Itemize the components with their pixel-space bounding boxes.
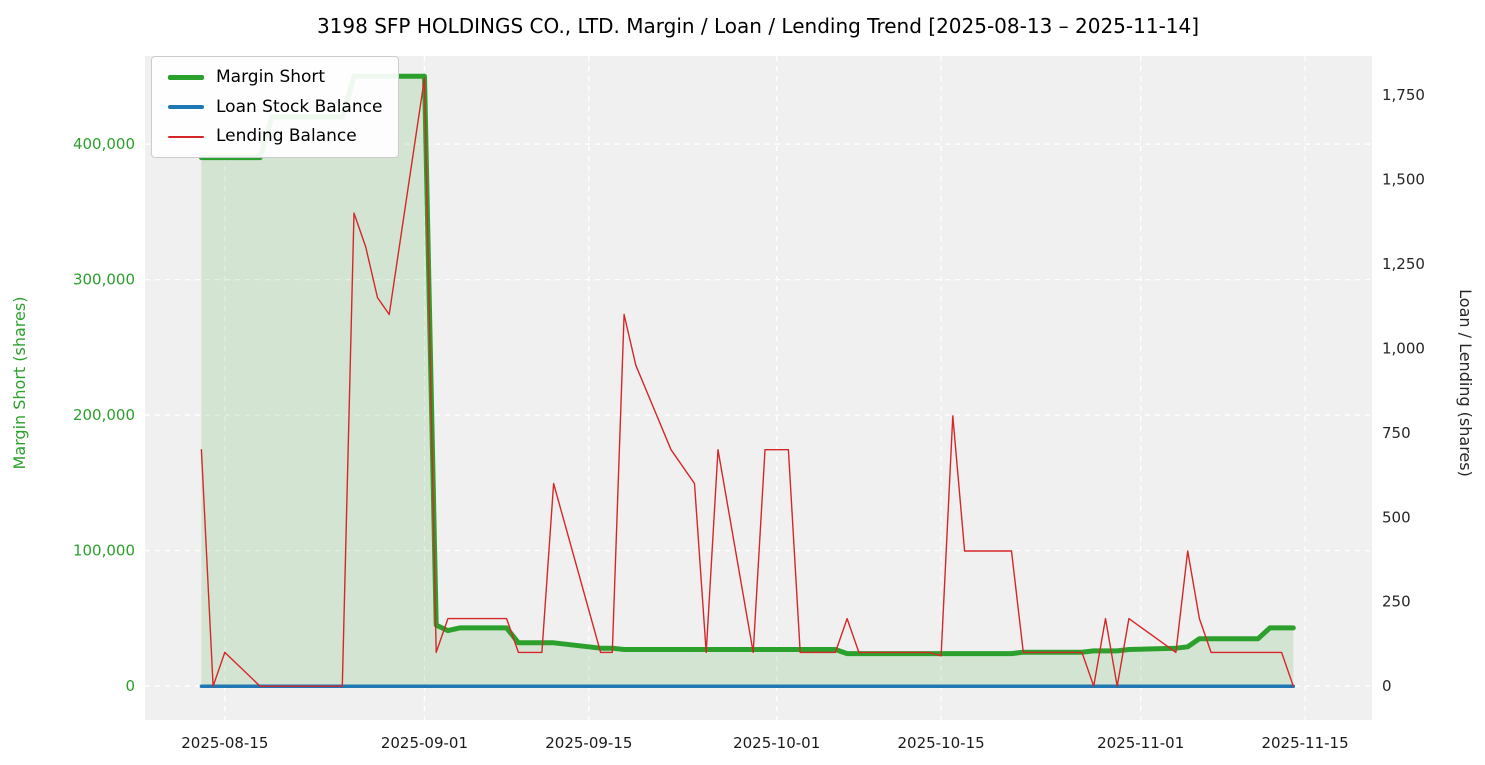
right-axis-tick-label: 1,750 [1382, 86, 1425, 104]
right-axis-tick-label: 750 [1382, 424, 1411, 442]
x-axis-tick-label: 2025-08-15 [181, 734, 268, 752]
x-axis-tick-label: 2025-10-01 [733, 734, 820, 752]
left-axis-tick-label: 200,000 [73, 406, 135, 424]
left-axis-tick-label: 0 [125, 677, 135, 695]
x-axis-tick-label: 2025-09-01 [381, 734, 468, 752]
x-axis-tick-label: 2025-10-15 [897, 734, 984, 752]
right-axis-tick-label: 0 [1382, 677, 1392, 695]
x-axis-tick-label: 2025-09-15 [545, 734, 632, 752]
right-axis-tick-label: 1,250 [1382, 255, 1425, 273]
loan-stock-balance-line-sample-icon [168, 105, 204, 109]
right-axis-tick-label: 500 [1382, 508, 1411, 526]
right-axis-tick-label: 1,000 [1382, 339, 1425, 357]
legend-label-loan-stock-balance: Loan Stock Balance [216, 96, 383, 117]
right-axis-title: Loan / Lending (shares) [1456, 289, 1475, 477]
left-axis-tick-label: 400,000 [73, 135, 135, 153]
legend-item-loan-stock-balance: Loan Stock Balance [168, 96, 383, 117]
legend-label-lending-balance: Lending Balance [216, 126, 357, 147]
left-axis-tick-label: 100,000 [73, 542, 135, 560]
x-axis-tick-label: 2025-11-15 [1261, 734, 1348, 752]
legend-item-lending-balance: Lending Balance [168, 127, 382, 146]
left-axis-tick-label: 300,000 [73, 271, 135, 289]
margin-short-line-sample-icon [168, 74, 204, 80]
lending-balance-line-sample-icon [168, 135, 204, 138]
right-axis-tick-label: 1,500 [1382, 170, 1425, 188]
chart-title: 3198 SFP HOLDINGS CO., LTD. Margin / Loa… [316, 14, 1200, 38]
left-axis-title: Margin Short (shares) [10, 296, 29, 470]
lending-balance-line [200, 77, 1295, 687]
x-axis-tick-label: 2025-11-01 [1097, 734, 1184, 752]
legend-label-margin-short: Margin Short [216, 67, 326, 87]
legend: Margin Short Loan Stock Balance Lending … [151, 56, 400, 159]
right-axis-tick-label: 250 [1382, 593, 1411, 611]
legend-item-margin-short: Margin Short [168, 68, 382, 87]
